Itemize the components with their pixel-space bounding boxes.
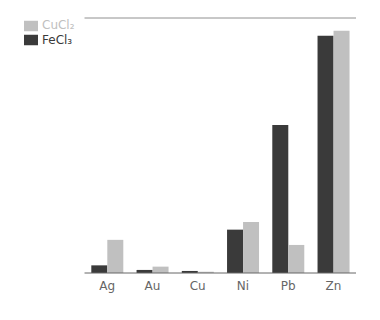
svg-text:Pb: Pb <box>281 279 296 293</box>
html-text:CuCl₂: CuCl₂ <box>42 18 75 32</box>
svg-text:Zn: Zn <box>325 279 341 293</box>
html-text:FeCl₃: FeCl₃ <box>42 32 73 47</box>
svg-text:Au: Au <box>144 279 160 293</box>
svg-text:Cu: Cu <box>190 279 206 293</box>
svg-text:Ni: Ni <box>237 279 249 293</box>
svg-text:Ag: Ag <box>99 279 115 293</box>
